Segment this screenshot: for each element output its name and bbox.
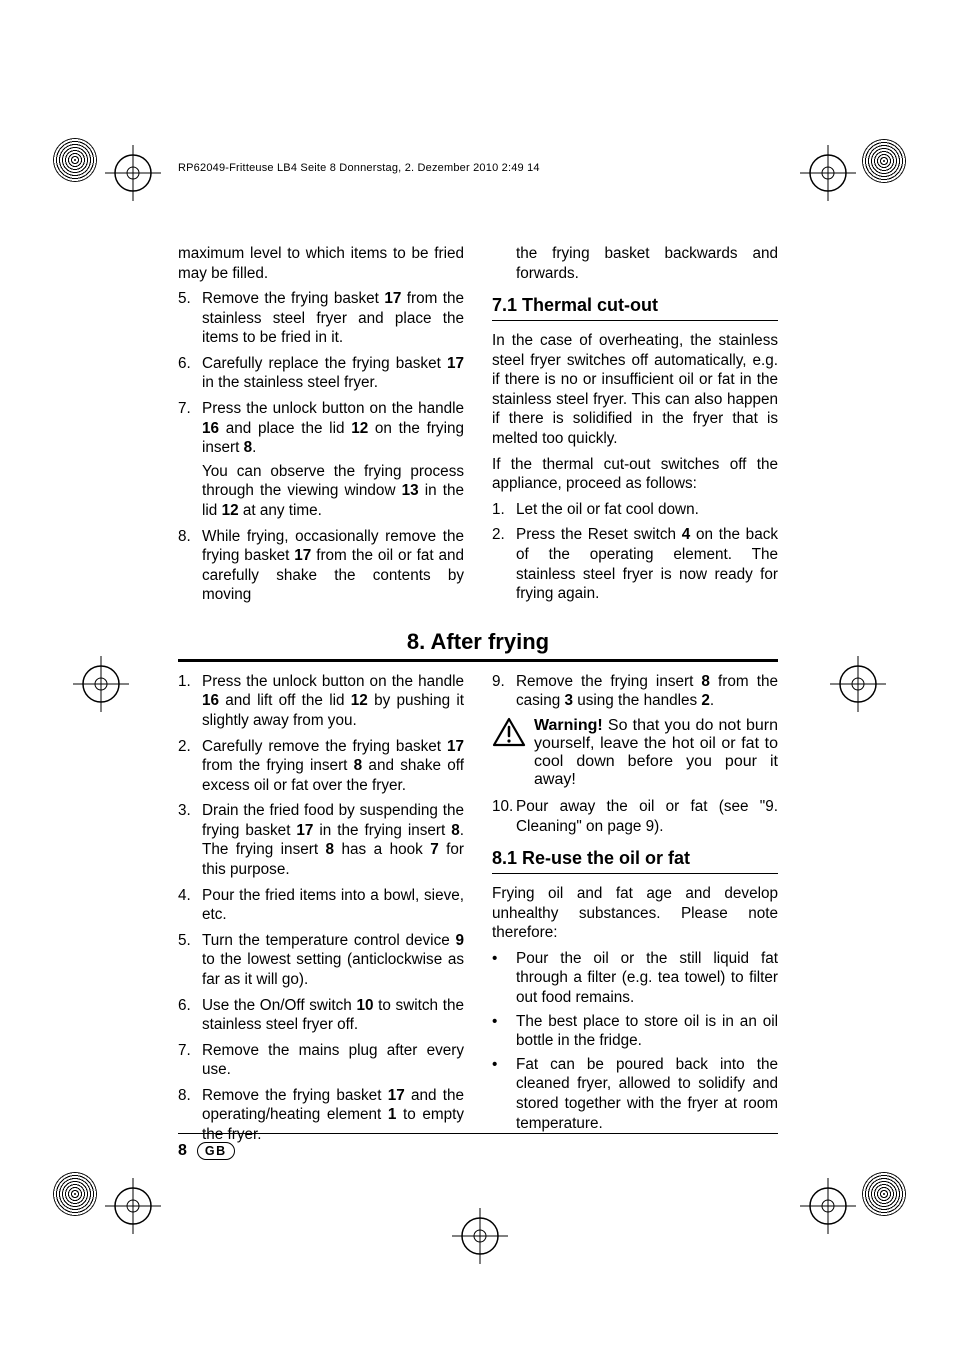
intro-text: maximum level to which items to be fried… (178, 244, 464, 283)
list-item: 3.Drain the fried food by suspending the… (178, 801, 464, 879)
crop-mark-mid-left (73, 656, 129, 712)
list-item: 2.Carefully remove the frying basket 17 … (178, 737, 464, 796)
list-item: •Pour the oil or the still liquid fat th… (492, 949, 778, 1008)
warning-text: Warning! So that you do not burn yoursel… (534, 717, 778, 789)
crop-mark-bot-center (452, 1208, 508, 1264)
crop-corner-tr (862, 139, 906, 183)
lower-left-column: 1.Press the unlock button on the handle … (178, 672, 464, 1151)
after-frying-step-9: 9.Remove the frying insert 8 from the ca… (492, 672, 778, 711)
crop-mark-bot-right (800, 1178, 856, 1234)
list-item: 8.While frying, occasionally remove the … (178, 527, 464, 605)
print-header: RP62049-Fritteuse LB4 Seite 8 Donnerstag… (178, 162, 540, 174)
crop-mark-mid-right (830, 656, 886, 712)
list-item: 5.Remove the frying basket 17 from the s… (178, 289, 464, 348)
upper-left-column: maximum level to which items to be fried… (178, 244, 464, 611)
page-content: maximum level to which items to be fried… (178, 244, 778, 1151)
crop-corner-bl (53, 1172, 97, 1216)
thermal-p2: If the thermal cut-out switches off the … (492, 455, 778, 494)
continuation-text: the frying basket backwards and forwards… (492, 244, 778, 283)
reuse-bullets: •Pour the oil or the still liquid fat th… (492, 949, 778, 1133)
thermal-cutout-heading: 7.1 Thermal cut-out (492, 295, 778, 316)
list-item: •Fat can be poured back into the cleaned… (492, 1055, 778, 1133)
page-footer: 8 GB (178, 1133, 778, 1160)
during-frying-steps: 5.Remove the frying basket 17 from the s… (178, 289, 464, 605)
list-item: 9.Remove the frying insert 8 from the ca… (492, 672, 778, 711)
list-item: 1.Let the oil or fat cool down. (492, 500, 778, 520)
heading-rule (492, 320, 778, 321)
reuse-rule (492, 873, 778, 874)
list-item: •The best place to store oil is in an oi… (492, 1012, 778, 1051)
crop-corner-br (862, 1172, 906, 1216)
list-item: 2.Press the Reset switch 4 on the back o… (492, 525, 778, 603)
list-item: 5.Turn the temperature control device 9 … (178, 931, 464, 990)
crop-mark-bot-left (105, 1178, 161, 1234)
language-badge: GB (197, 1142, 235, 1160)
thermal-steps: 1.Let the oil or fat cool down. 2.Press t… (492, 500, 778, 604)
section-8-header: 8. After frying (178, 629, 778, 662)
list-item: 6.Use the On/Off switch 10 to switch the… (178, 996, 464, 1035)
after-frying-steps-left: 1.Press the unlock button on the handle … (178, 672, 464, 1145)
crop-corner-tl (53, 138, 97, 182)
warning-icon (492, 717, 526, 789)
thermal-p1: In the case of overheating, the stainles… (492, 331, 778, 448)
crop-mark-top-right (800, 145, 856, 201)
crop-mark-top-left (105, 145, 161, 201)
upper-right-column: the frying basket backwards and forwards… (492, 244, 778, 611)
reuse-heading: 8.1 Re-use the oil or fat (492, 848, 778, 869)
reuse-p1: Frying oil and fat age and develop unhea… (492, 884, 778, 943)
section-8-title: 8. After frying (178, 629, 778, 655)
section-rule (178, 659, 778, 662)
list-item: 4.Pour the fried items into a bowl, siev… (178, 886, 464, 925)
list-item: 6.Carefully replace the frying basket 17… (178, 354, 464, 393)
warning-block: Warning! So that you do not burn yoursel… (492, 717, 778, 789)
list-item: 1.Press the unlock button on the handle … (178, 672, 464, 731)
page-number: 8 (178, 1142, 187, 1160)
list-item: 7.Press the unlock button on the handle … (178, 399, 464, 520)
lower-right-column: 9.Remove the frying insert 8 from the ca… (492, 672, 778, 1151)
footer-rule (178, 1133, 778, 1134)
list-item: 7.Remove the mains plug after every use. (178, 1041, 464, 1080)
list-item: 10.Pour away the oil or fat (see "9. Cle… (492, 797, 778, 836)
after-frying-step-10: 10.Pour away the oil or fat (see "9. Cle… (492, 797, 778, 836)
